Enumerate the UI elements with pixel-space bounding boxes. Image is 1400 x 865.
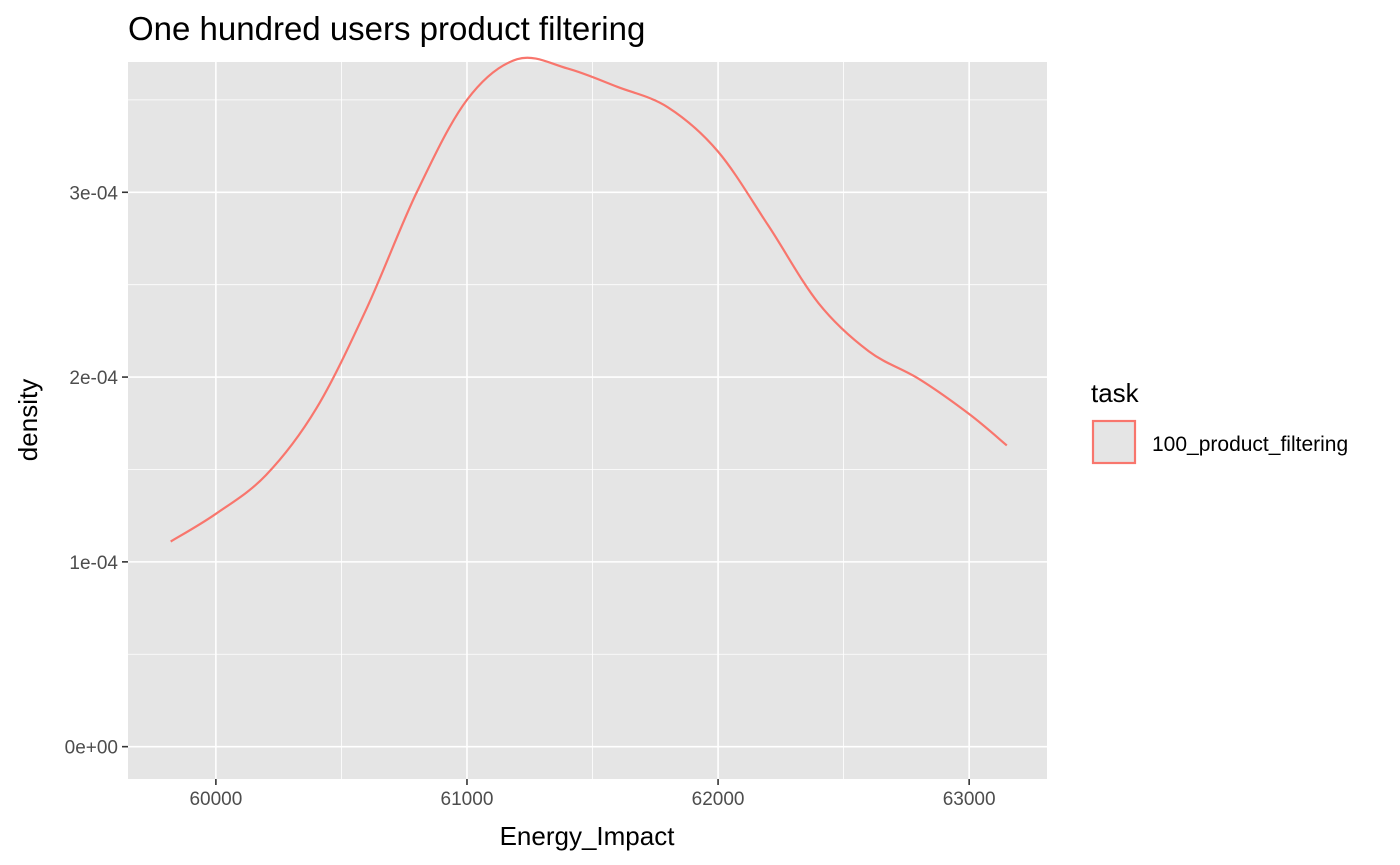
y-axis-title: density	[13, 379, 43, 461]
x-tick-label: 62000	[692, 789, 745, 810]
legend-title: task	[1091, 378, 1140, 408]
y-tick-label: 2e-04	[69, 368, 118, 389]
x-tick-label: 63000	[943, 789, 996, 810]
legend-key-100-product-filtering	[1091, 419, 1137, 465]
y-tick-label: 3e-04	[69, 183, 118, 204]
plot-panel	[128, 62, 1047, 779]
series-line-100-product-filtering	[170, 56, 1008, 543]
major-gridlines	[128, 62, 1047, 779]
x-tick-label: 61000	[441, 789, 494, 810]
y-tick-label: 0e+00	[65, 738, 118, 759]
minor-gridlines	[128, 62, 1047, 779]
y-axis: 0e+00 1e-04 2e-04 3e-04	[65, 183, 128, 759]
legend: task 100_product_filtering	[1091, 378, 1348, 465]
x-axis-title: Energy_Impact	[500, 821, 676, 851]
x-axis: 60000 61000 62000 63000	[189, 779, 996, 810]
x-tick-label: 60000	[189, 789, 242, 810]
chart-title: One hundred users product filtering	[128, 10, 645, 47]
y-tick-label: 1e-04	[69, 553, 118, 574]
legend-label-100-product-filtering: 100_product_filtering	[1152, 433, 1348, 456]
